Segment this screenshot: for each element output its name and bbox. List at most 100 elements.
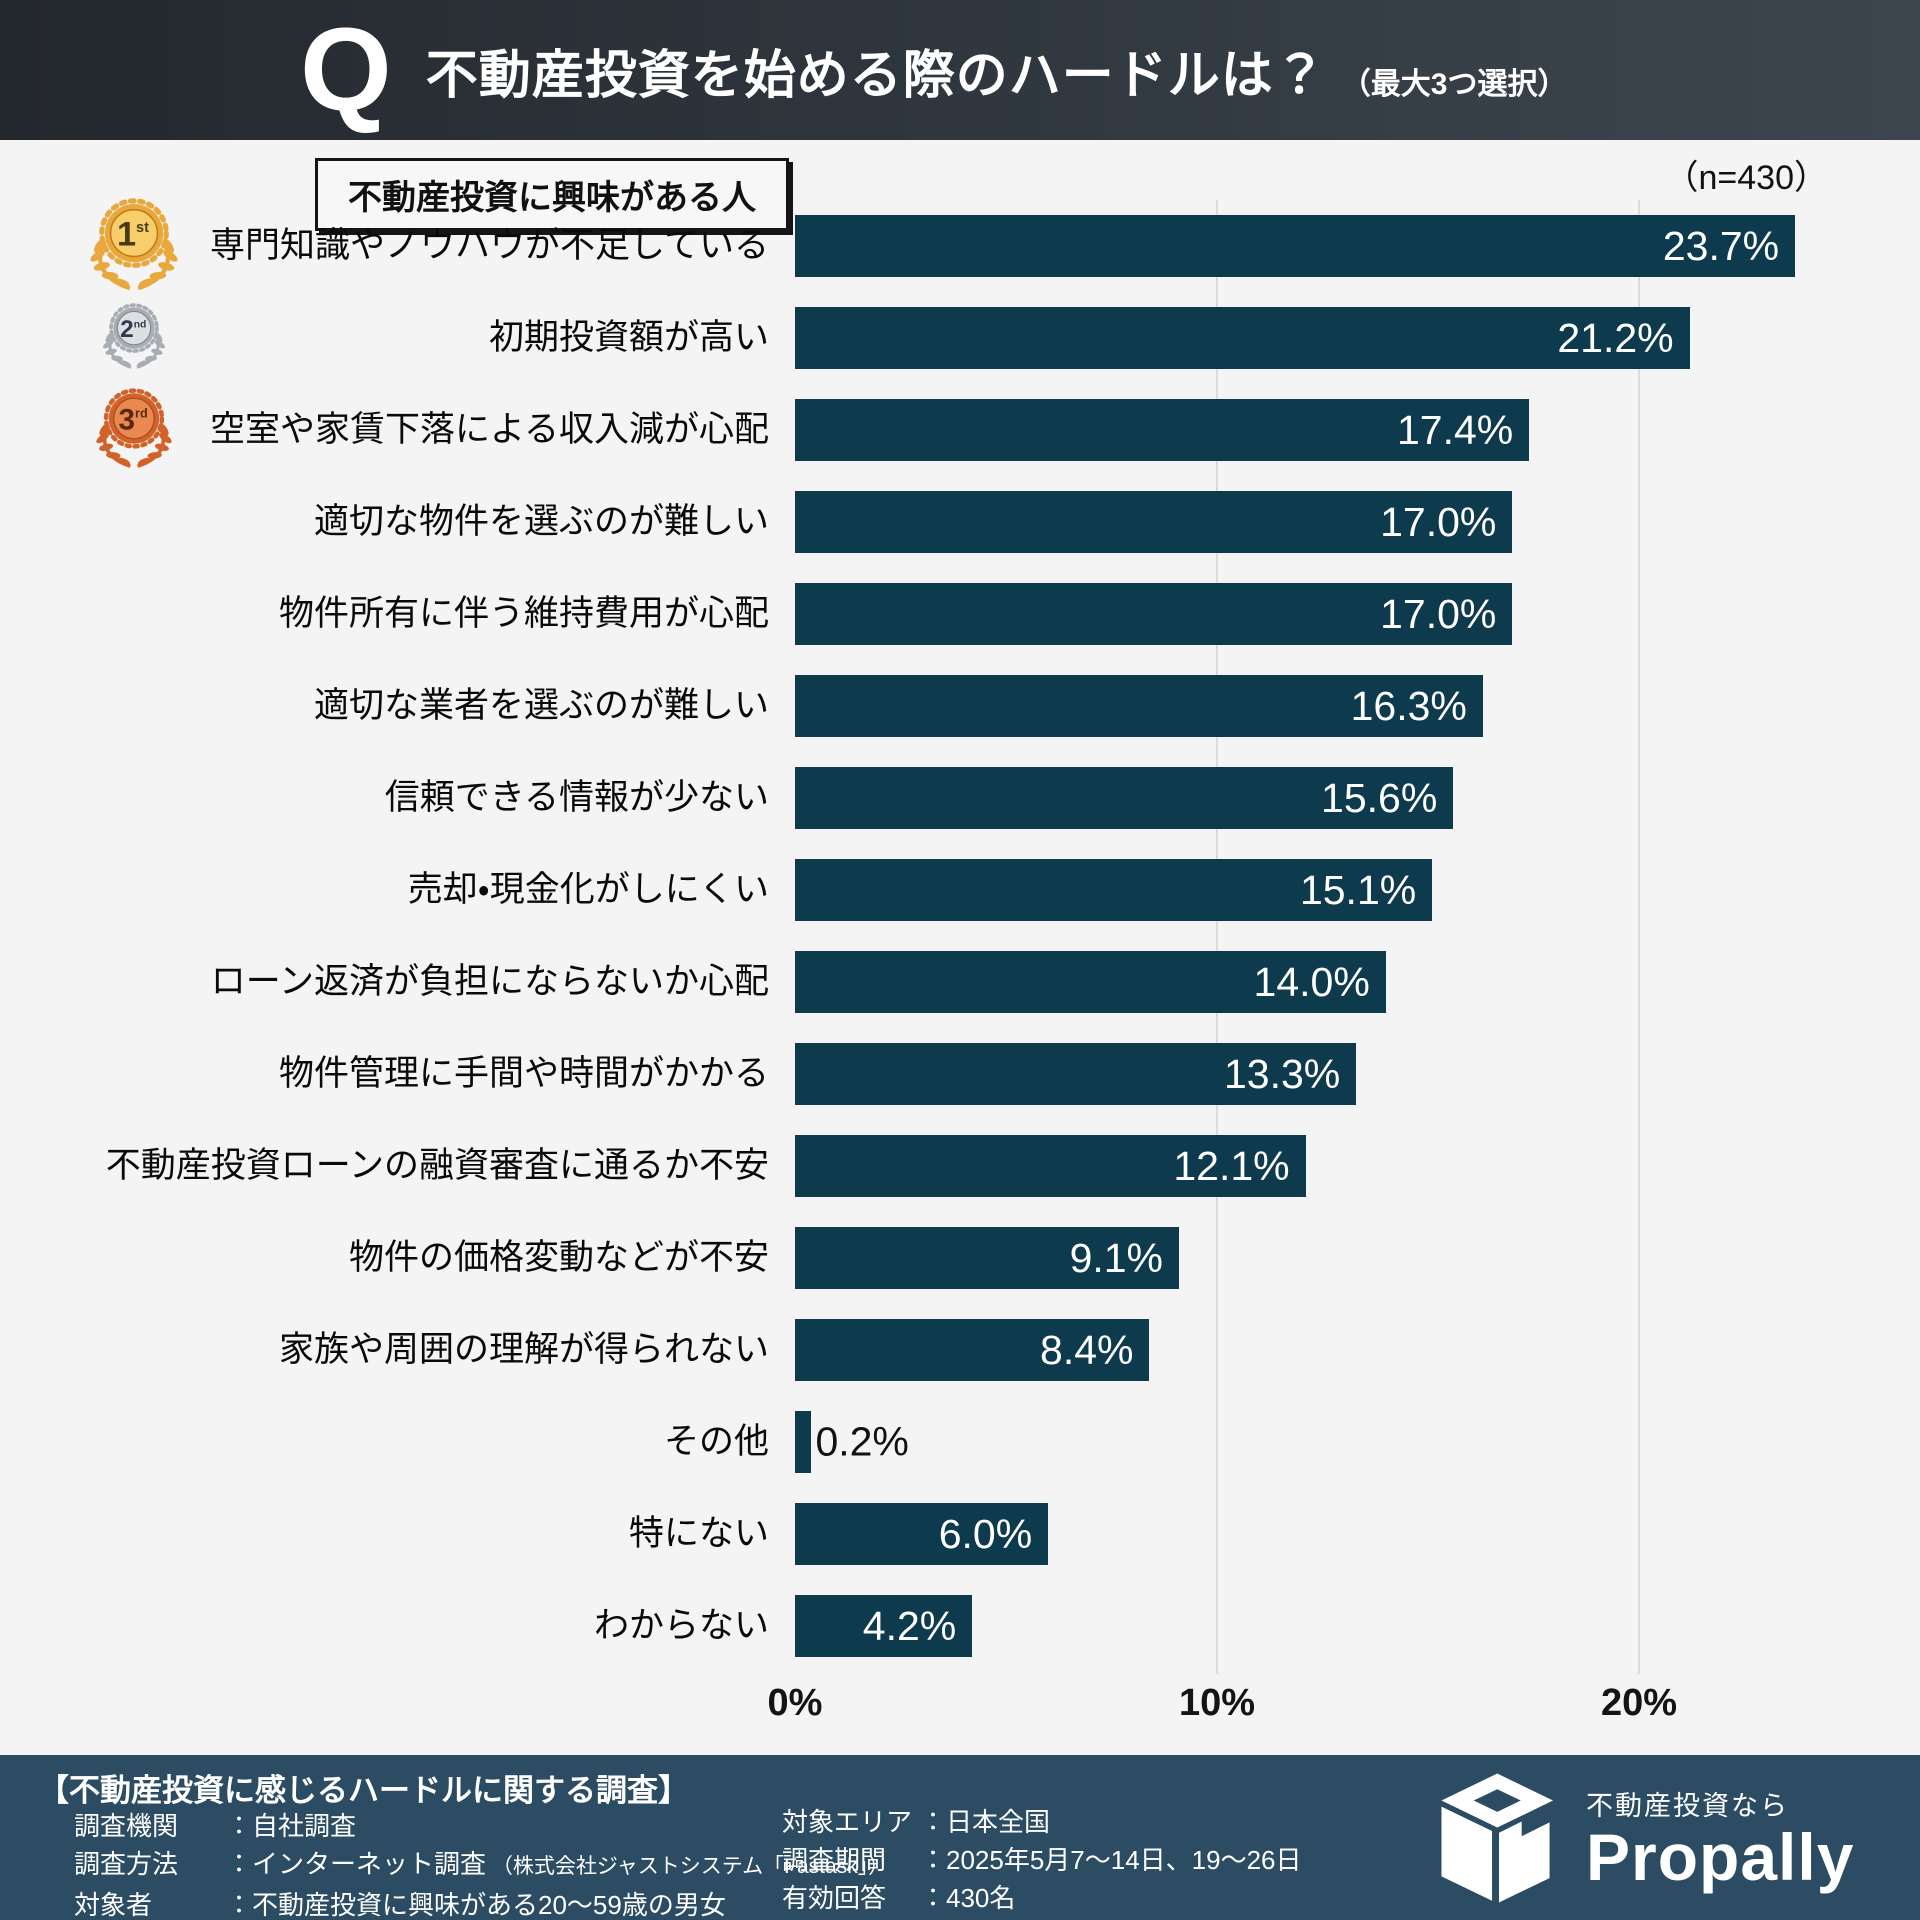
bar-track: 15.6% [795, 767, 1850, 829]
bar: 13.3% [795, 1043, 1357, 1105]
rank-medal: 1st [82, 192, 186, 301]
bar: 8.4% [795, 1319, 1150, 1381]
bar-chart: 1st 専門知識やノウハウが不足している 23.7% 2nd 初期投資額が高い 21… [0, 198, 1850, 1674]
category-label: その他 [663, 1421, 769, 1461]
bar-track: 14.0% [795, 951, 1850, 1013]
footer-info-row: 調査機関 ：自社調査 [74, 1807, 889, 1845]
bar: 17.0% [795, 491, 1513, 553]
q-mark: Q [300, 4, 392, 136]
bar: 16.3% [795, 675, 1483, 737]
target-group-box: 不動産投資に興味がある人 [315, 158, 789, 231]
gridline-20 [1638, 200, 1640, 1674]
value-label: 15.6% [1321, 774, 1438, 821]
chart-row: 物件の価格変動などが不安 9.1% [0, 1212, 1850, 1304]
footer-info-row: 対象エリア ：日本全国 [782, 1803, 1302, 1841]
brand-logo-cube-icon [1441, 1773, 1554, 1903]
category-label: 初期投資額が高い [488, 317, 769, 357]
chart-row: 不動産投資ローンの融資審査に通るか不安 12.1% [0, 1120, 1850, 1212]
category-label: 適切な物件を選ぶのが難しい [313, 501, 769, 541]
bar-track: 6.0% [795, 1503, 1850, 1565]
footer-info-label: 対象エリア [782, 1807, 913, 1837]
chart-row: 信頼できる情報が少ない 15.6% [0, 752, 1850, 844]
brand-logo: 不動産投資なら Propally [1438, 1767, 1854, 1909]
bar: 14.0% [795, 951, 1386, 1013]
header-banner: Q 不動産投資を始める際のハードルは？ （最大3つ選択） [0, 0, 1920, 140]
chart-row: 適切な物件を選ぶのが難しい 17.0% [0, 476, 1850, 568]
category-label: 物件所有に伴う維持費用が心配 [278, 593, 769, 633]
value-label: 9.1% [1069, 1234, 1164, 1281]
chart-row: 1st 専門知識やノウハウが不足している 23.7% [0, 198, 1850, 292]
footer-survey-title: 【不動産投資に感じるハードルに関する調査】 [38, 1773, 689, 1808]
footer-info-row: 有効回答 ：430名 [782, 1879, 1302, 1917]
bar: 9.1% [795, 1227, 1180, 1289]
bar-track: 17.0% [795, 583, 1850, 645]
category-label: 物件管理に手間や時間がかかる [278, 1053, 769, 1093]
chart-row: 家族や周囲の理解が得られない 8.4% [0, 1304, 1850, 1396]
value-label: 15.1% [1299, 866, 1417, 913]
value-label: 13.3% [1223, 1050, 1341, 1097]
category-label: ローン返済が負担にならないか心配 [210, 961, 769, 1001]
value-label: 4.2% [862, 1602, 957, 1649]
chart-row: 物件所有に伴う維持費用が心配 17.0% [0, 568, 1850, 660]
axis-tick-20: 20% [1600, 1682, 1678, 1724]
category-label: 専門知識やノウハウが不足している [210, 225, 769, 265]
footer-info-note: （株式会社ジャストシステム「Fastask」） [486, 1855, 890, 1878]
selection-note: （最大3つ選択） [1340, 68, 1568, 101]
value-label: 17.4% [1397, 406, 1514, 453]
chart-row: 特にない 6.0% [0, 1488, 1850, 1580]
value-label: 14.0% [1253, 958, 1370, 1005]
bar-track: 8.4% [795, 1319, 1850, 1381]
bar: 21.2% [795, 307, 1690, 369]
category-label: 空室や家賃下落による収入減が心配 [210, 409, 769, 449]
footer-right-info: 対象エリア ：日本全国調査期間 ：2025年5月7～14日、19～26日有効回答 ：4… [782, 1803, 1302, 1917]
footer-info-value: ：自社調査 [226, 1811, 357, 1841]
bar-track: 0.2% [795, 1411, 1850, 1473]
category-label: 適切な業者を選ぶのが難しい [313, 685, 769, 725]
category-label: わからない [593, 1605, 769, 1645]
bar-rows: 1st 専門知識やノウハウが不足している 23.7% 2nd 初期投資額が高い 21… [0, 198, 1850, 1674]
survey-question-title: 不動産投資を始める際のハードルは？ [425, 46, 1327, 105]
rank-medal: 2nd [97, 299, 171, 378]
value-label: 0.2% [815, 1418, 909, 1465]
bar: 23.7% [795, 215, 1796, 277]
chart-row: ローン返済が負担にならないか心配 14.0% [0, 936, 1850, 1028]
bar-track: 4.2% [795, 1595, 1850, 1657]
footer-info-label: 調査期間 [782, 1845, 887, 1875]
rank-2-medal-icon: 2nd [103, 303, 165, 369]
chart-row: 適切な業者を選ぶのが難しい 16.3% [0, 660, 1850, 752]
chart-row: わからない 4.2% [0, 1580, 1850, 1672]
rank-3-medal-icon: 3rd [96, 388, 172, 468]
sample-size-label: （n=430） [1664, 159, 1829, 197]
axis-tick-10: 10% [1178, 1682, 1256, 1724]
bar [795, 1411, 811, 1473]
bar: 15.6% [795, 767, 1454, 829]
value-label: 6.0% [938, 1510, 1033, 1557]
value-label: 12.1% [1173, 1142, 1290, 1189]
bar-track: 16.3% [795, 675, 1850, 737]
footer-info-value: ：430名 [920, 1883, 1016, 1913]
bar-track: 12.1% [795, 1135, 1850, 1197]
x-axis: 0% 10% 20% [0, 1682, 1850, 1732]
value-label: 17.0% [1380, 498, 1497, 545]
bar: 17.4% [795, 399, 1530, 461]
footer-info-value: ：2025年5月7～14日、19～26日 [920, 1845, 1302, 1875]
rank-medal: 3rd [89, 383, 179, 478]
bar-track: 17.0% [795, 491, 1850, 553]
category-label: 物件の価格変動などが不安 [348, 1237, 769, 1277]
rank-1-medal-icon: 1st [90, 198, 178, 291]
category-label: 家族や周囲の理解が得られない [278, 1329, 769, 1369]
footer-info-label: 有効回答 [782, 1883, 887, 1913]
bar: 12.1% [795, 1135, 1306, 1197]
value-label: 23.7% [1662, 222, 1780, 269]
footer-info-row: 対象者 ：不動産投資に興味がある20～59歳の男女 [74, 1886, 889, 1920]
footer-info-value: ：日本全国 [920, 1807, 1051, 1837]
axis-tick-0: 0% [767, 1682, 823, 1724]
bar: 17.0% [795, 583, 1513, 645]
category-label: 特にない [628, 1513, 769, 1553]
chart-row: その他 0.2% [0, 1396, 1850, 1488]
footer-info-row: 調査期間 ：2025年5月7～14日、19～26日 [782, 1841, 1302, 1879]
footer: 【不動産投資に感じるハードルに関する調査】 調査機関 ：自社調査 調査方法 ：インター… [0, 1755, 1920, 1920]
footer-info-label: 調査方法 [74, 1849, 179, 1879]
bar: 4.2% [795, 1595, 973, 1657]
